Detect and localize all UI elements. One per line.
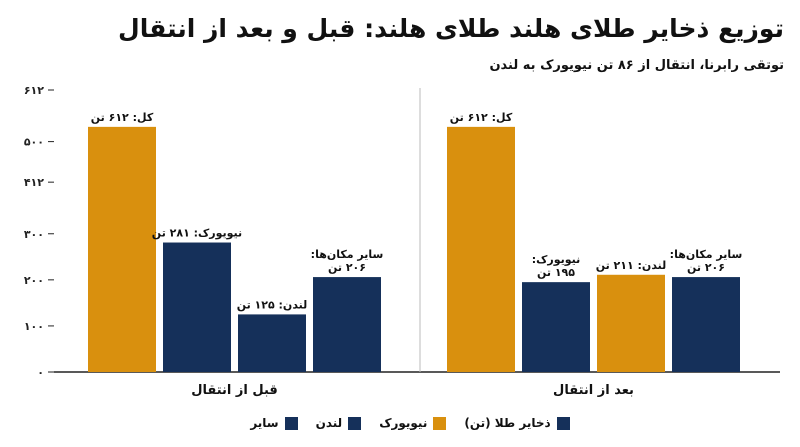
group-label: قبل از انتقال xyxy=(191,383,278,398)
bar xyxy=(238,314,306,372)
bar xyxy=(597,274,665,372)
y-tick-label: ۲۰۰ xyxy=(24,274,44,287)
legend-swatch xyxy=(556,416,570,430)
legend: ذخایر طلا (تن) نیویورک لندن سایر xyxy=(230,412,590,434)
data-label: لندن: ۲۱۱ تن xyxy=(596,259,667,272)
legend-label: لندن xyxy=(315,416,343,430)
y-tick-label: ۶۱۲ xyxy=(24,84,44,97)
data-label: نیویورک: xyxy=(532,253,581,266)
chart-title: توزیع ذخایر طلای هلند طلای هلند: قبل و ب… xyxy=(118,14,784,43)
data-label: سایر مکان‌ها: xyxy=(670,248,743,261)
bar xyxy=(672,277,740,372)
bar xyxy=(447,126,515,372)
legend-swatch xyxy=(284,416,298,430)
group-label: بعد از انتقال xyxy=(553,383,634,398)
bar xyxy=(88,126,156,372)
data-label: ۱۹۵ تن xyxy=(537,266,575,279)
y-tick-label: ۱۰۰ xyxy=(24,320,44,333)
data-label: کل: ۶۱۲ تن xyxy=(450,111,513,124)
legend-item-london: لندن xyxy=(316,416,362,430)
data-label: کل: ۶۱۲ تن xyxy=(91,111,154,124)
y-tick-label: ۳۰۰ xyxy=(24,228,44,241)
data-label: ۲۰۶ تن xyxy=(328,261,366,274)
bar xyxy=(522,282,590,372)
legend-swatch xyxy=(348,416,362,430)
legend-item-other: سایر xyxy=(250,416,298,430)
legend-label: ذخایر طلا (تن) xyxy=(464,416,551,430)
legend-label: سایر xyxy=(250,416,279,430)
chart-subtitle: توتقی رابرنا، انتقال از ۸۶ تن نیویورک به… xyxy=(489,58,784,73)
y-tick-label: ۰ xyxy=(37,366,44,379)
data-label: سایر مکان‌ها: xyxy=(311,248,384,261)
legend-item-total: ذخایر طلا (تن) xyxy=(464,416,570,430)
legend-swatch xyxy=(433,416,447,430)
y-tick-label: ۵۰۰ xyxy=(24,136,44,149)
legend-item-new-york: نیویورک xyxy=(379,416,447,430)
y-tick-label: ۴۱۲ xyxy=(24,176,44,189)
data-label: لندن: ۱۲۵ تن xyxy=(237,298,308,311)
data-label: ۲۰۶ تن xyxy=(687,261,725,274)
bar xyxy=(163,242,231,372)
legend-label: نیویورک xyxy=(379,416,428,430)
data-label: نیویورک: ۲۸۱ تن xyxy=(152,227,242,240)
bar xyxy=(313,277,381,372)
